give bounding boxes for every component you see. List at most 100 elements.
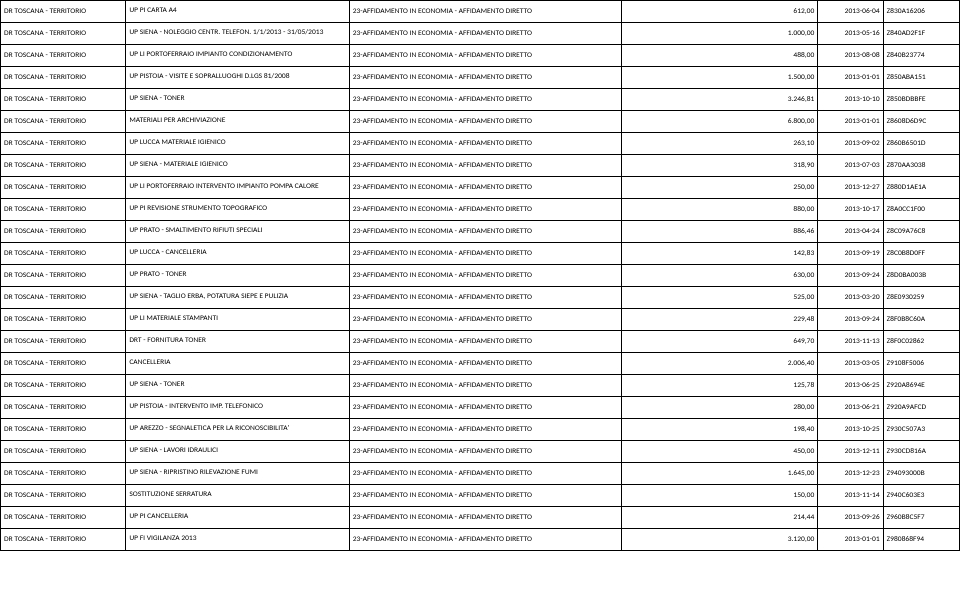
amount-cell: 318,90 [622,155,818,177]
code-cell: Z880D1AE1A [883,177,959,199]
date-cell: 2013-11-13 [818,331,883,353]
date-cell: 2013-06-25 [818,375,883,397]
date-cell: 2013-10-25 [818,419,883,441]
code-cell: Z9108F5006 [883,353,959,375]
amount-cell: 880,00 [622,199,818,221]
date-cell: 2013-10-10 [818,89,883,111]
type-cell: 23-AFFIDAMENTO IN ECONOMIA - AFFIDAMENTO… [349,177,621,199]
org-cell: DR TOSCANA - TERRITORIO [1,155,126,177]
code-cell: Z860B6501D [883,133,959,155]
code-cell: Z8E0930259 [883,287,959,309]
table-row: DR TOSCANA - TERRITORIOUP PISTOIA - INTE… [1,397,960,419]
date-cell: 2013-09-26 [818,507,883,529]
amount-cell: 1.000,00 [622,23,818,45]
description-cell: UP FI VIGILANZA 2013 [126,529,349,551]
org-cell: DR TOSCANA - TERRITORIO [1,529,126,551]
code-cell: Z840B23774 [883,45,959,67]
code-cell: Z8608D6D9C [883,111,959,133]
code-cell: Z840AD2F1F [883,23,959,45]
amount-cell: 198,40 [622,419,818,441]
date-cell: 2013-06-21 [818,397,883,419]
code-cell: Z930C507A3 [883,419,959,441]
table-row: DR TOSCANA - TERRITORIOUP PRATO - SMALTI… [1,221,960,243]
org-cell: DR TOSCANA - TERRITORIO [1,265,126,287]
description-cell: UP PISTOIA - INTERVENTO IMP. TELEFONICO [126,397,349,419]
type-cell: 23-AFFIDAMENTO IN ECONOMIA - AFFIDAMENTO… [349,155,621,177]
description-cell: UP PRATO - SMALTIMENTO RIFIUTI SPECIALI [126,221,349,243]
code-cell: Z94093000B [883,463,959,485]
type-cell: 23-AFFIDAMENTO IN ECONOMIA - AFFIDAMENTO… [349,353,621,375]
code-cell: Z8C09A76C8 [883,221,959,243]
description-cell: UP SIENA - MATERIALE IGIENICO [126,155,349,177]
org-cell: DR TOSCANA - TERRITORIO [1,397,126,419]
org-cell: DR TOSCANA - TERRITORIO [1,1,126,23]
table-row: DR TOSCANA - TERRITORIOUP SIENA - TONER2… [1,89,960,111]
amount-cell: 1.500,00 [622,67,818,89]
org-cell: DR TOSCANA - TERRITORIO [1,177,126,199]
date-cell: 2013-03-05 [818,353,883,375]
table-row: DR TOSCANA - TERRITORIOUP LI PORTOFERRAI… [1,45,960,67]
org-cell: DR TOSCANA - TERRITORIO [1,419,126,441]
org-cell: DR TOSCANA - TERRITORIO [1,375,126,397]
org-cell: DR TOSCANA - TERRITORIO [1,441,126,463]
description-cell: UP AREZZO - SEGNALETICA PER LA RICONOSCI… [126,419,349,441]
table-row: DR TOSCANA - TERRITORIOUP SIENA - RIPRIS… [1,463,960,485]
date-cell: 2013-11-14 [818,485,883,507]
amount-cell: 250,00 [622,177,818,199]
description-cell: UP SIENA - TONER [126,375,349,397]
description-cell: UP PI REVISIONE STRUMENTO TOPOGRAFICO [126,199,349,221]
type-cell: 23-AFFIDAMENTO IN ECONOMIA - AFFIDAMENTO… [349,309,621,331]
amount-cell: 229,48 [622,309,818,331]
table-row: DR TOSCANA - TERRITORIOUP SIENA - LAVORI… [1,441,960,463]
table-row: DR TOSCANA - TERRITORIODRT - FORNITURA T… [1,331,960,353]
org-cell: DR TOSCANA - TERRITORIO [1,89,126,111]
table-body: DR TOSCANA - TERRITORIOUP PI CARTA A423-… [1,1,960,551]
table-row: DR TOSCANA - TERRITORIOUP PI CANCELLERIA… [1,507,960,529]
description-cell: UP SIENA - LAVORI IDRAULICI [126,441,349,463]
date-cell: 2013-10-17 [818,199,883,221]
type-cell: 23-AFFIDAMENTO IN ECONOMIA - AFFIDAMENTO… [349,1,621,23]
type-cell: 23-AFFIDAMENTO IN ECONOMIA - AFFIDAMENTO… [349,89,621,111]
table-row: DR TOSCANA - TERRITORIOMATERIALI PER ARC… [1,111,960,133]
table-row: DR TOSCANA - TERRITORIOUP SIENA - TAGLIO… [1,287,960,309]
date-cell: 2013-01-01 [818,67,883,89]
description-cell: UP PRATO - TONER [126,265,349,287]
type-cell: 23-AFFIDAMENTO IN ECONOMIA - AFFIDAMENTO… [349,463,621,485]
table-row: DR TOSCANA - TERRITORIOUP LI MATERIALE S… [1,309,960,331]
type-cell: 23-AFFIDAMENTO IN ECONOMIA - AFFIDAMENTO… [349,133,621,155]
amount-cell: 1.645,00 [622,463,818,485]
table-row: DR TOSCANA - TERRITORIOUP SIENA - MATERI… [1,155,960,177]
type-cell: 23-AFFIDAMENTO IN ECONOMIA - AFFIDAMENTO… [349,287,621,309]
type-cell: 23-AFFIDAMENTO IN ECONOMIA - AFFIDAMENTO… [349,507,621,529]
date-cell: 2013-08-08 [818,45,883,67]
type-cell: 23-AFFIDAMENTO IN ECONOMIA - AFFIDAMENTO… [349,485,621,507]
date-cell: 2013-12-27 [818,177,883,199]
description-cell: UP SIENA - TONER [126,89,349,111]
code-cell: Z930CD816A [883,441,959,463]
type-cell: 23-AFFIDAMENTO IN ECONOMIA - AFFIDAMENTO… [349,221,621,243]
code-cell: Z870AA3038 [883,155,959,177]
amount-cell: 649,70 [622,331,818,353]
code-cell: Z920A9AFCD [883,397,959,419]
amount-cell: 142,83 [622,243,818,265]
date-cell: 2013-09-24 [818,265,883,287]
org-cell: DR TOSCANA - TERRITORIO [1,199,126,221]
type-cell: 23-AFFIDAMENTO IN ECONOMIA - AFFIDAMENTO… [349,529,621,551]
code-cell: Z8A0CC1F00 [883,199,959,221]
amount-cell: 214,44 [622,507,818,529]
description-cell: UP SIENA - NOLEGGIO CENTR. TELEFON. 1/1/… [126,23,349,45]
type-cell: 23-AFFIDAMENTO IN ECONOMIA - AFFIDAMENTO… [349,67,621,89]
table-row: DR TOSCANA - TERRITORIOSOSTITUZIONE SERR… [1,485,960,507]
org-cell: DR TOSCANA - TERRITORIO [1,111,126,133]
description-cell: DRT - FORNITURA TONER [126,331,349,353]
org-cell: DR TOSCANA - TERRITORIO [1,463,126,485]
table-row: DR TOSCANA - TERRITORIOUP PI REVISIONE S… [1,199,960,221]
table-row: DR TOSCANA - TERRITORIOCANCELLERIA23-AFF… [1,353,960,375]
table-row: DR TOSCANA - TERRITORIOUP SIENA - NOLEGG… [1,23,960,45]
table-row: DR TOSCANA - TERRITORIOUP PI CARTA A423-… [1,1,960,23]
description-cell: CANCELLERIA [126,353,349,375]
date-cell: 2013-09-24 [818,309,883,331]
org-cell: DR TOSCANA - TERRITORIO [1,485,126,507]
code-cell: Z8F0C02862 [883,331,959,353]
date-cell: 2013-01-01 [818,111,883,133]
